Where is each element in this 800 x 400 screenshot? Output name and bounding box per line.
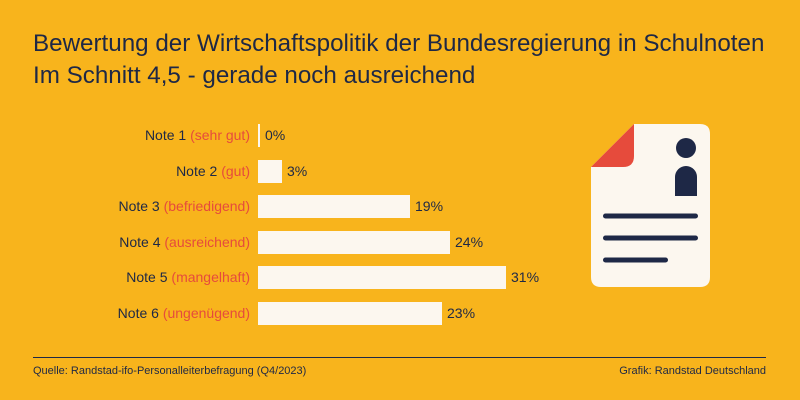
bar-note-5	[258, 266, 506, 290]
chart-title: Bewertung der Wirtschaftspolitik der Bun…	[33, 30, 765, 57]
category-grade-note-2: Note 2	[176, 162, 218, 179]
person-head	[676, 138, 696, 158]
value-label-note-2: 3%	[287, 162, 308, 179]
chart-subtitle: Im Schnitt 4,5 - gerade noch ausreichend	[33, 62, 476, 89]
category-grade-note-5: Note 5	[126, 269, 168, 286]
category-description-note-5: (mangelhaft)	[171, 269, 250, 286]
value-label-note-5: 31%	[511, 269, 540, 286]
category-grade-note-3: Note 3	[118, 198, 160, 215]
category-description-note-4: (ausreichend)	[164, 233, 250, 250]
category-grade-note-1: Note 1	[144, 127, 187, 143]
category-label-note-6: Note 6 (ungenügend)	[0, 302, 250, 325]
category-grade-note-6: Note 6	[117, 305, 159, 321]
value-label-note-4: 24%	[455, 233, 484, 250]
bar-note-4	[258, 230, 450, 254]
bar-note-3	[258, 195, 410, 219]
category-grade-note-4: Note 4	[119, 233, 161, 250]
category-label-note-1: Note 1 (sehr gut)	[0, 124, 250, 147]
footer-divider	[33, 357, 766, 358]
category-label-note-4: Note 4 (ausreichend)	[0, 231, 250, 254]
document-person-icon	[591, 124, 710, 287]
category-description-note-6: (ungenügend)	[162, 305, 250, 321]
value-label-note-3: 19%	[415, 198, 444, 215]
footer-credit: Grafik: Randstad Deutschland	[619, 365, 766, 377]
bar-note-6	[258, 302, 442, 325]
category-label-note-5: Note 5 (mangelhaft)	[0, 266, 250, 289]
category-description-note-3: (befriedigend)	[163, 198, 250, 215]
category-label-note-3: Note 3 (befriedigend)	[0, 195, 250, 218]
folded-corner	[591, 124, 634, 167]
value-label-note-6: 23%	[447, 305, 476, 321]
category-label-note-2: Note 2 (gut)	[0, 160, 250, 183]
person-body	[675, 166, 697, 196]
value-label-note-1: 0%	[265, 127, 286, 143]
category-description-note-1: (sehr gut)	[190, 127, 250, 143]
footer-source: Quelle: Randstad-ifo-Personalleiterbefra…	[33, 365, 307, 377]
chart-title-block: Bewertung der Wirtschaftspolitik der Bun…	[33, 28, 764, 92]
bar-note-1	[258, 124, 260, 147]
bar-chart: Note 1 (sehr gut) 0% Note 2 (gut) 3% Note 3 …	[0, 124, 540, 325]
bar-note-2	[258, 159, 282, 183]
category-description-note-2: (gut)	[221, 162, 250, 179]
